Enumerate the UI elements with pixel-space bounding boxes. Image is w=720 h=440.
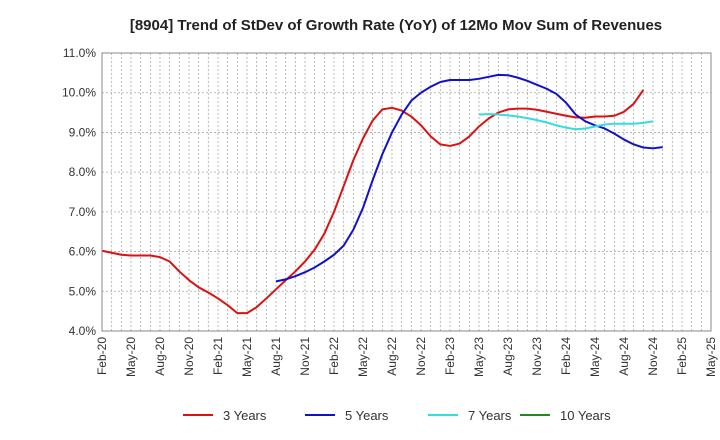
x-tick-label: Aug-22	[385, 337, 399, 376]
x-tick-label: Nov-22	[414, 337, 428, 376]
y-tick-label: 5.0%	[69, 284, 97, 298]
chart-title: [8904] Trend of StDev of Growth Rate (Yo…	[130, 17, 662, 34]
y-tick-label: 7.0%	[69, 205, 97, 219]
legend-label-7-years: 7 Years	[468, 408, 512, 423]
x-tick-label: Feb-22	[327, 337, 341, 375]
x-tick-label: Feb-24	[559, 337, 573, 375]
y-tick-label: 8.0%	[69, 165, 97, 179]
x-tick-label: May-23	[472, 337, 486, 377]
x-tick-label: Feb-20	[95, 337, 109, 375]
plot-frame	[101, 52, 712, 332]
legend-label-3-years: 3 Years	[223, 408, 267, 423]
legend-label-5-years: 5 Years	[345, 408, 389, 423]
y-tick-label: 4.0%	[69, 324, 97, 338]
y-axis: 4.0% 5.0% 6.0% 7.0% 8.0% 9.0% 10.0% 11.0%	[62, 46, 96, 338]
x-tick-label: Aug-20	[153, 337, 167, 376]
legend: 3 Years 5 Years 7 Years 10 Years	[183, 408, 611, 423]
x-tick-label: Feb-23	[443, 337, 457, 375]
legend-label-10-years: 10 Years	[560, 408, 611, 423]
x-tick-label: Nov-21	[298, 337, 312, 376]
series-line-7-years	[478, 113, 654, 131]
y-tick-label: 11.0%	[63, 46, 96, 60]
x-tick-label: Aug-24	[617, 337, 631, 376]
x-tick-label: Feb-25	[675, 337, 689, 375]
x-tick-label: May-24	[588, 337, 602, 377]
x-tick-label: Aug-21	[269, 337, 283, 376]
x-tick-label: May-22	[356, 337, 370, 377]
x-tick-label: Nov-20	[182, 337, 196, 376]
x-tick-label: May-25	[704, 337, 718, 377]
series-line-3-years	[101, 89, 645, 315]
x-tick-label: May-20	[124, 337, 138, 377]
y-tick-label: 6.0%	[69, 245, 97, 259]
x-tick-label: Feb-21	[211, 337, 225, 375]
x-axis: Feb-20 May-20 Aug-20 Nov-20 Feb-21 May-21 Aug-…	[95, 337, 718, 377]
x-tick-label: Nov-23	[530, 337, 544, 376]
y-tick-label: 9.0%	[69, 125, 97, 139]
plot-lines	[101, 73, 663, 315]
x-tick-label: Nov-24	[646, 337, 660, 376]
y-tick-label: 10.0%	[62, 86, 96, 100]
x-tick-label: May-21	[240, 337, 254, 377]
grid	[102, 53, 711, 331]
x-tick-label: Aug-23	[501, 337, 515, 376]
